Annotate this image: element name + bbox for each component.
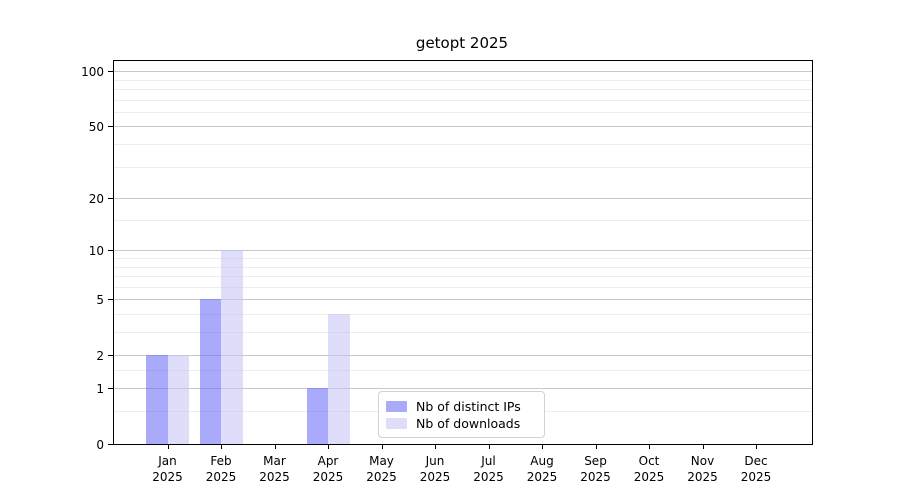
minor-gridline	[114, 111, 812, 113]
y-tick-mark	[108, 444, 113, 445]
y-tick-mark	[108, 250, 113, 252]
minor-gridline	[114, 220, 812, 221]
legend: Nb of distinct IPs Nb of downloads	[378, 391, 545, 438]
bar	[306, 388, 328, 444]
legend-item-distinct-ips: Nb of distinct IPs	[386, 398, 535, 414]
y-tick-mark	[108, 71, 113, 73]
x-tick-label: May 2025	[366, 454, 397, 484]
x-tick-label: Sep 2025	[580, 454, 611, 484]
legend-item-downloads: Nb of downloads	[386, 415, 535, 431]
minor-gridline	[114, 370, 812, 371]
y-tick-mark	[108, 198, 113, 200]
minor-gridline	[114, 332, 812, 333]
x-tick-label: Apr 2025	[312, 454, 344, 484]
y-tick-label: 1	[96, 381, 104, 396]
x-tick-mark	[167, 444, 169, 449]
legend-swatch-downloads	[386, 417, 407, 429]
legend-swatch-distinct-ips	[386, 400, 407, 412]
x-tick-mark	[328, 444, 329, 449]
y-tick-label: 5	[96, 292, 104, 307]
x-tick-mark	[488, 444, 490, 449]
major-gridline	[114, 299, 812, 301]
y-tick-label: 0	[96, 437, 104, 452]
major-gridline	[114, 71, 812, 73]
x-tick-label: Dec 2025	[740, 454, 772, 484]
bar	[167, 355, 189, 444]
x-tick-label: Jun 2025	[419, 454, 451, 484]
y-tick-mark	[108, 388, 113, 389]
bar	[199, 299, 221, 444]
x-tick-label: Oct 2025	[633, 454, 665, 484]
x-tick-label: Feb 2025	[205, 454, 237, 484]
major-gridline	[114, 198, 812, 200]
x-tick-mark	[221, 444, 222, 449]
major-gridline	[114, 250, 812, 252]
x-tick-mark	[649, 444, 650, 449]
bar	[146, 355, 168, 444]
y-tick-mark	[108, 299, 113, 301]
x-tick-label: Jul 2025	[473, 454, 504, 484]
major-gridline	[114, 388, 812, 389]
major-gridline	[114, 355, 812, 357]
minor-gridline	[114, 89, 812, 90]
minor-gridline	[114, 266, 812, 268]
minor-gridline	[114, 79, 812, 81]
minor-gridline	[114, 258, 812, 259]
bar	[328, 314, 350, 444]
y-tick-mark	[108, 126, 113, 128]
minor-gridline	[114, 314, 812, 315]
bar	[221, 250, 243, 444]
x-tick-label: Jan 2025	[152, 454, 183, 484]
legend-label-distinct-ips: Nb of distinct IPs	[416, 398, 521, 414]
x-tick-mark	[435, 444, 436, 449]
x-tick-mark	[542, 444, 543, 449]
chart-title: getopt 2025	[415, 34, 509, 52]
x-tick-mark	[702, 444, 704, 449]
y-tick-label: 20	[88, 191, 104, 206]
minor-gridline	[114, 166, 812, 168]
minor-gridline	[114, 276, 812, 277]
y-tick-label: 50	[88, 119, 104, 134]
y-tick-mark	[108, 355, 113, 357]
legend-label-downloads: Nb of downloads	[416, 415, 521, 431]
y-tick-label: 10	[88, 243, 104, 258]
minor-gridline	[114, 286, 812, 288]
plot-area: Nb of distinct IPs Nb of downloads 0 1 2 5 1…	[81, 60, 813, 484]
y-tick-label: 2	[96, 348, 104, 363]
x-tick-label: Aug 2025	[526, 454, 558, 484]
y-tick-label: 100	[81, 64, 104, 79]
major-gridline	[114, 126, 812, 128]
x-tick-mark	[756, 444, 757, 449]
x-tick-mark	[274, 444, 276, 449]
minor-gridline	[114, 144, 812, 145]
minor-gridline	[114, 99, 812, 101]
x-tick-mark	[381, 444, 383, 449]
x-tick-label: Mar 2025	[259, 454, 290, 484]
x-tick-label: Nov 2025	[687, 454, 718, 484]
x-tick-mark	[595, 444, 597, 449]
